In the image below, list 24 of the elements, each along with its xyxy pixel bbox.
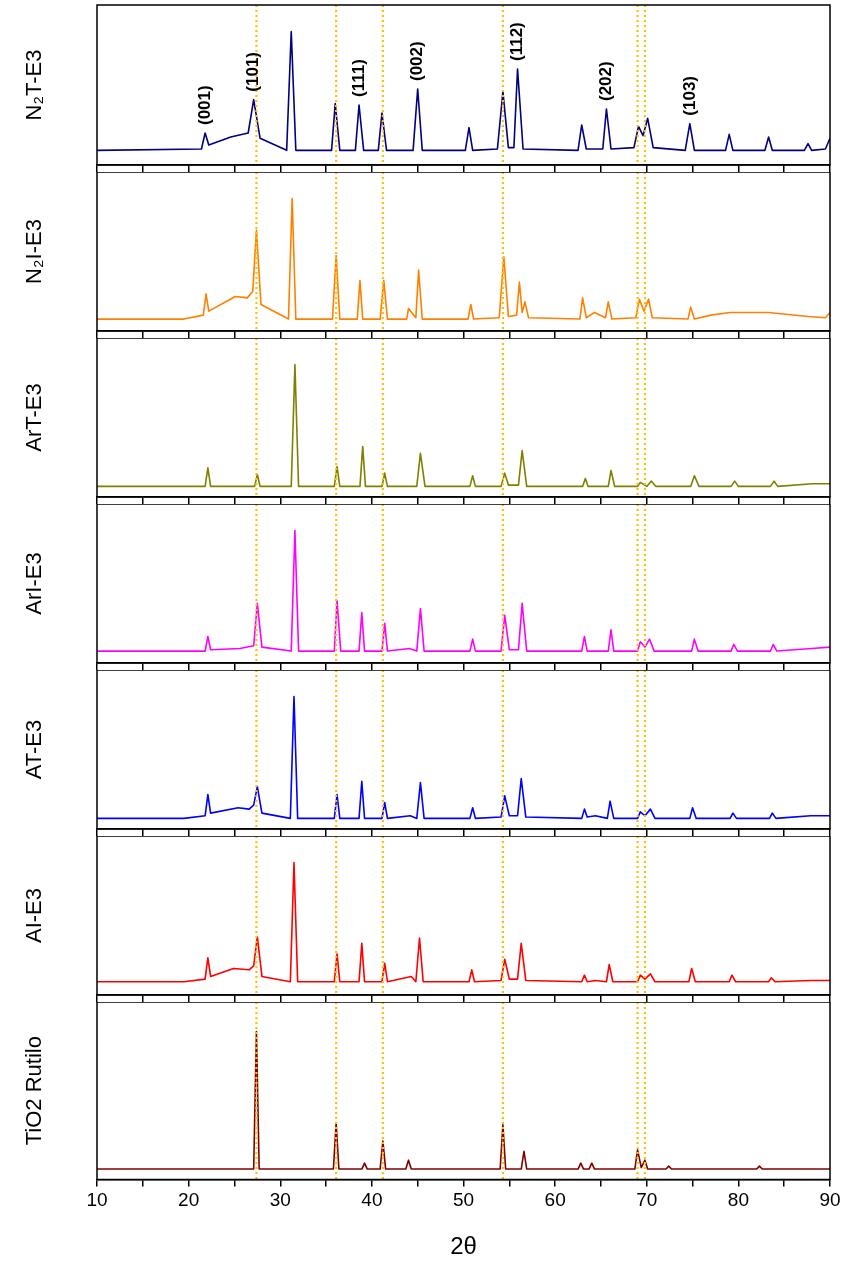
annotation: (103) (679, 75, 699, 116)
x-tick-label: 10 (86, 1189, 108, 1211)
y-axis-title: AI-E3 (21, 887, 47, 944)
x-tick-label: 60 (544, 1189, 566, 1211)
annotation: (112) (507, 22, 527, 61)
x-tick-label: 80 (727, 1189, 749, 1211)
x-tick-label: 70 (636, 1189, 658, 1211)
x-tick-label: 50 (452, 1189, 475, 1211)
annotation: (202) (596, 61, 616, 101)
x-tick-label: 20 (178, 1189, 200, 1211)
x-tick-label: 30 (269, 1189, 291, 1211)
annotation: (101) (243, 51, 263, 92)
x-axis-title: 2θ (450, 1232, 477, 1260)
y-axis-title: ArI-E3 (21, 552, 47, 615)
annotation: (111) (348, 59, 368, 97)
y-axis-title: AT-E3 (21, 719, 47, 780)
y-axis-title: N₂I-E3 (21, 219, 47, 284)
x-tick-label: 40 (361, 1189, 383, 1211)
x-tick-label: 90 (819, 1189, 841, 1211)
y-axis-title: N₂T-E3 (21, 49, 47, 121)
annotation: (001) (194, 85, 214, 125)
y-axis-title: ArT-E3 (21, 383, 47, 452)
annotation: (002) (407, 41, 427, 81)
y-axis-title: TiO2 Rutilo (21, 1036, 47, 1146)
